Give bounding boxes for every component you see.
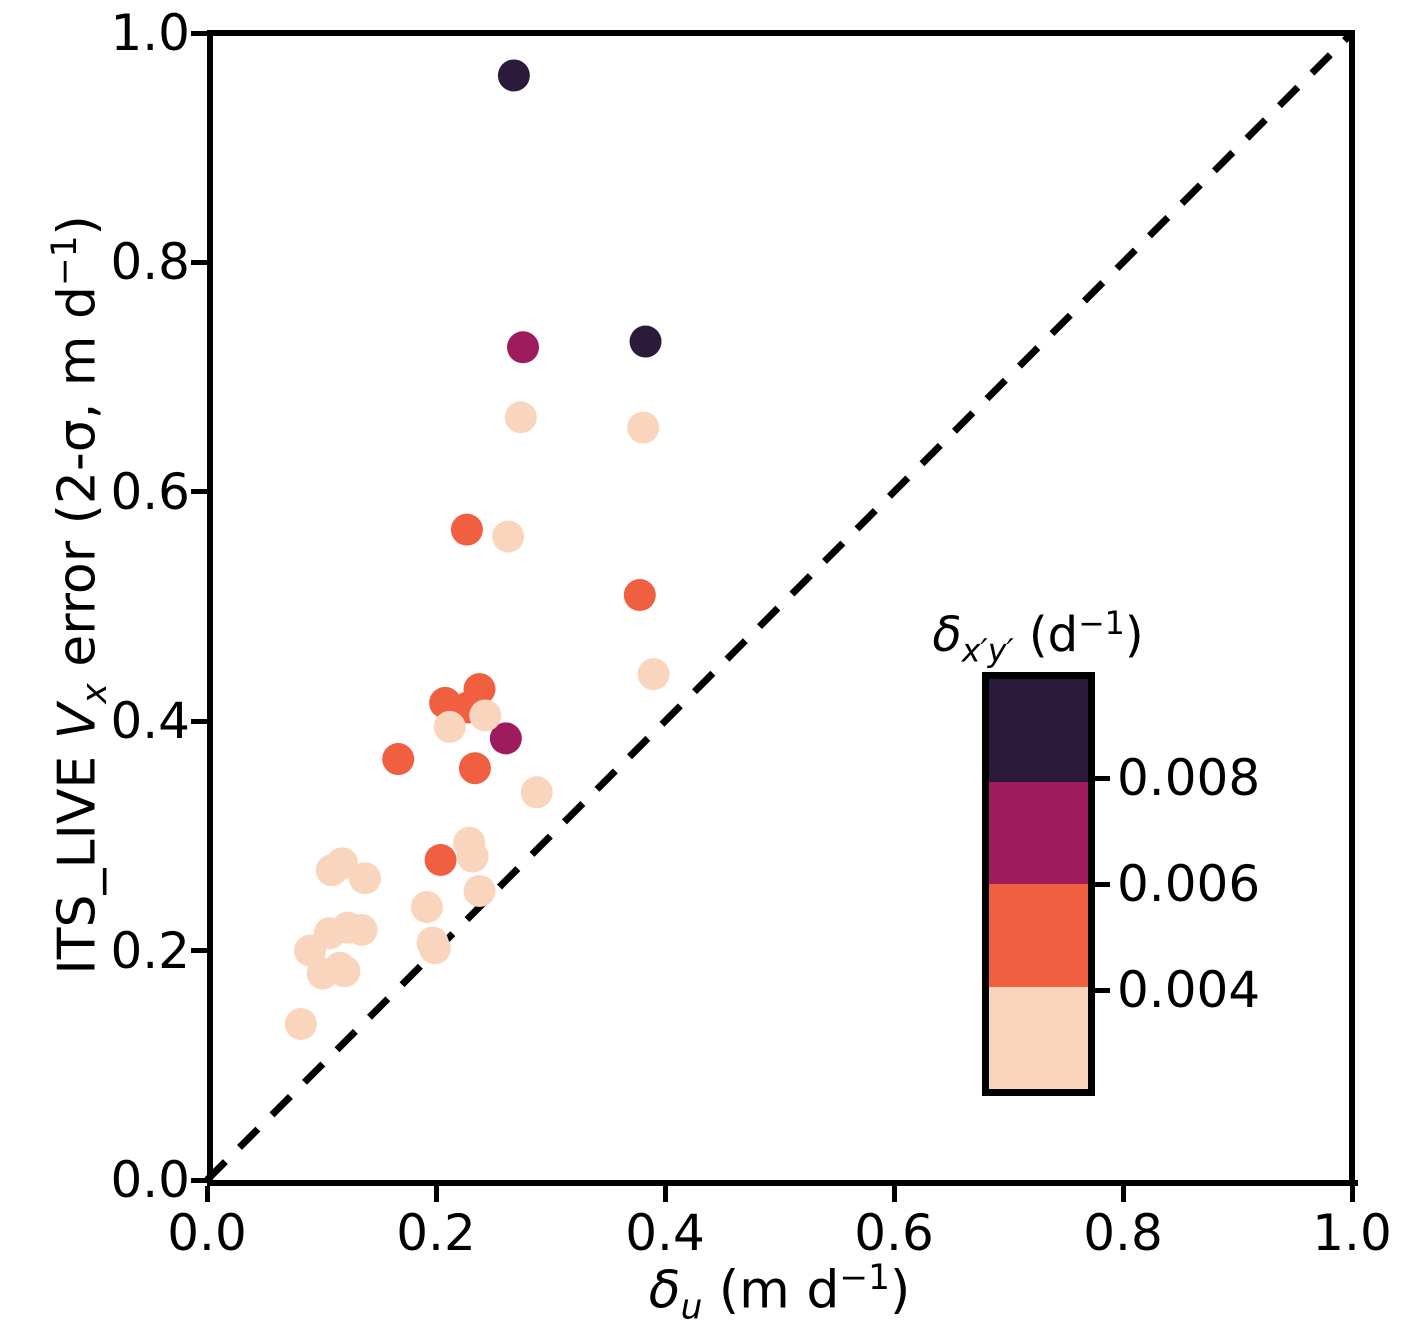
x-tick-mark	[891, 1186, 897, 1202]
x-tick-label: 0.2	[396, 1204, 476, 1262]
y-tick-label: 0.6	[110, 462, 190, 521]
x-axis-label-post: )	[889, 1260, 911, 1321]
x-tick-mark	[433, 1186, 439, 1202]
colorbar-title: δx′y′ (d−1)	[838, 606, 1238, 670]
colorbar[interactable]	[982, 672, 1095, 1096]
colorbar-band-2	[989, 884, 1088, 987]
x-tick-mark	[1349, 1186, 1355, 1202]
y-axis-label-mid: error (2-σ, m d	[47, 286, 108, 684]
y-tick-label: 0.0	[110, 1151, 190, 1209]
colorbar-tick-label: 0.006	[1117, 855, 1261, 913]
y-axis-label-pre: ITS_LIVE	[47, 739, 108, 975]
y-axis-label-exp: −1	[45, 235, 86, 287]
colorbar-tick-mark	[1095, 775, 1110, 781]
y-axis-label: ITS_LIVE Vx error (2-σ, m d−1)	[45, 45, 115, 1145]
y-tick-mark	[191, 948, 207, 954]
x-axis-label-delta: δ	[648, 1260, 681, 1321]
y-tick-mark	[191, 30, 207, 36]
colorbar-title-mid: (d	[1013, 607, 1079, 663]
colorbar-title-post: )	[1124, 607, 1144, 663]
colorbar-tick-mark	[1095, 881, 1110, 887]
x-tick-label: 0.0	[167, 1204, 247, 1262]
y-tick-label: 0.2	[110, 921, 190, 980]
y-tick-mark	[191, 1177, 207, 1183]
x-axis-label-delta-sub: u	[680, 1287, 703, 1328]
colorbar-title-delta: δ	[932, 607, 962, 663]
x-axis-label-exp: −1	[839, 1258, 890, 1298]
y-tick-mark	[191, 489, 207, 495]
y-tick-mark	[191, 259, 207, 265]
x-tick-label: 1.0	[1312, 1204, 1392, 1262]
x-tick-mark	[1120, 1186, 1126, 1202]
colorbar-band-3	[989, 781, 1088, 884]
colorbar-title-exp: −1	[1078, 606, 1125, 642]
colorbar-tick-label: 0.004	[1117, 961, 1261, 1019]
x-axis-label: δu (m d−1)	[207, 1258, 1352, 1328]
y-axis-label-post: )	[47, 215, 108, 236]
x-axis-label-mid: (m d	[702, 1260, 840, 1321]
x-tick-label: 0.4	[625, 1204, 705, 1262]
x-tick-label: 0.6	[854, 1204, 934, 1262]
colorbar-tick-label: 0.008	[1117, 749, 1261, 807]
colorbar-tick-mark	[1095, 987, 1110, 993]
colorbar-band-1	[989, 986, 1088, 1089]
x-tick-label: 0.8	[1083, 1204, 1163, 1262]
x-tick-mark	[204, 1186, 210, 1202]
y-axis-label-v: V	[47, 703, 108, 740]
colorbar-title-delta-sub: x′y′	[961, 633, 1014, 670]
y-tick-mark	[191, 718, 207, 724]
y-axis-label-v-sub: x	[74, 683, 115, 704]
x-tick-mark	[662, 1186, 668, 1202]
colorbar-band-4	[989, 679, 1088, 782]
y-tick-label: 1.0	[110, 4, 190, 62]
y-tick-label: 0.8	[110, 233, 190, 292]
y-tick-label: 0.4	[110, 692, 190, 751]
